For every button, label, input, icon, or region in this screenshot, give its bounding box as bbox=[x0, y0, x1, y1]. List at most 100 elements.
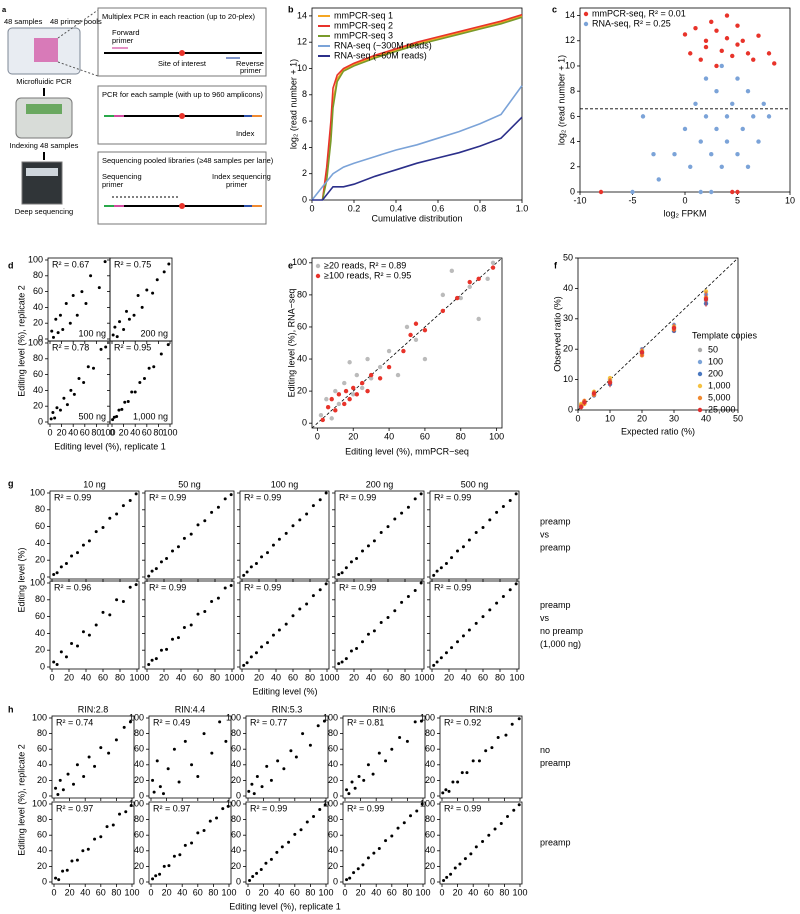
point bbox=[64, 301, 68, 305]
column-title: 50 ng bbox=[178, 479, 201, 489]
point bbox=[224, 739, 228, 743]
y-tick-label: 40 bbox=[37, 759, 47, 769]
diagram-text: Reverse bbox=[236, 59, 264, 68]
point bbox=[75, 763, 79, 767]
point bbox=[118, 320, 122, 324]
point bbox=[465, 771, 469, 775]
point bbox=[724, 139, 730, 144]
diagram-text: Index bbox=[236, 129, 255, 138]
legend-label: 1,000 bbox=[708, 380, 731, 390]
legend-swatch bbox=[697, 347, 703, 353]
point bbox=[223, 586, 227, 590]
point bbox=[159, 648, 163, 652]
point bbox=[714, 126, 719, 132]
annotation: R² = 0.99 bbox=[434, 582, 471, 592]
annotation: R² = 0.75 bbox=[114, 259, 151, 269]
y-tick-label: 60 bbox=[231, 830, 241, 840]
x-tick-label: 0.6 bbox=[432, 203, 445, 213]
y-tick-label: 0 bbox=[430, 876, 435, 886]
y-tick-label: 100 bbox=[28, 337, 43, 347]
x-tick-label: 60 bbox=[193, 887, 203, 897]
point bbox=[444, 562, 448, 566]
point bbox=[682, 126, 688, 132]
point bbox=[62, 396, 66, 400]
point bbox=[495, 510, 499, 514]
point bbox=[481, 615, 485, 619]
y-tick-label: 40 bbox=[297, 353, 307, 363]
point bbox=[379, 530, 383, 534]
point bbox=[517, 803, 521, 807]
point bbox=[115, 512, 119, 516]
point bbox=[730, 189, 735, 195]
point bbox=[245, 570, 249, 574]
point bbox=[400, 600, 404, 604]
point bbox=[487, 833, 491, 837]
point bbox=[347, 396, 352, 402]
plot-frame bbox=[311, 7, 523, 201]
point bbox=[322, 719, 326, 723]
point bbox=[104, 345, 108, 349]
plot-frame bbox=[51, 715, 135, 799]
annotation: R² = 0.99 bbox=[244, 582, 281, 592]
point bbox=[488, 518, 492, 522]
point bbox=[469, 852, 473, 856]
point bbox=[51, 335, 55, 339]
point bbox=[226, 804, 230, 808]
y-tick-label: 80 bbox=[134, 728, 144, 738]
y-tick-label: 2 bbox=[302, 168, 307, 178]
point bbox=[651, 151, 656, 157]
y-tick-label: 60 bbox=[328, 744, 338, 754]
x-tick-label: 10 bbox=[605, 413, 615, 423]
x-tick-label: 60 bbox=[142, 427, 152, 437]
y-tick-label: 20 bbox=[425, 775, 435, 785]
plot-frame bbox=[144, 580, 235, 670]
x-tick-label: 100 bbox=[319, 672, 334, 682]
point bbox=[463, 857, 467, 861]
x-tick-label: 100 bbox=[512, 887, 527, 897]
y-tick-label: 50 bbox=[563, 252, 573, 262]
point bbox=[166, 343, 170, 347]
point bbox=[210, 510, 214, 514]
x-tick-label: 80 bbox=[91, 427, 101, 437]
y-tick-label: 0 bbox=[139, 876, 144, 886]
point bbox=[103, 260, 107, 264]
row-label: preamp bbox=[540, 758, 571, 768]
x-axis-label: Editing level (%), replicate 1 bbox=[54, 441, 166, 451]
point bbox=[196, 831, 200, 835]
point bbox=[72, 782, 75, 786]
point bbox=[419, 492, 423, 496]
point bbox=[329, 396, 334, 402]
column-title: RIN:5.3 bbox=[272, 704, 303, 714]
x-tick-label: 80 bbox=[111, 887, 121, 897]
point bbox=[709, 151, 714, 157]
point bbox=[53, 416, 57, 420]
legend-label: mmPCR-seq 3 bbox=[334, 30, 393, 40]
point bbox=[176, 545, 180, 549]
row-label: preamp bbox=[540, 516, 571, 526]
diagram-text: 48 primer pools bbox=[50, 17, 102, 26]
point bbox=[271, 543, 275, 547]
point bbox=[413, 337, 419, 342]
point bbox=[151, 778, 155, 782]
point bbox=[402, 821, 406, 825]
x-tick-label: 100 bbox=[124, 887, 139, 897]
x-tick-label: 40 bbox=[177, 887, 187, 897]
point bbox=[719, 63, 724, 69]
point bbox=[64, 655, 68, 659]
point bbox=[413, 589, 417, 593]
x-tick-label: 100 bbox=[489, 431, 504, 441]
x-tick-label: 60 bbox=[484, 887, 494, 897]
y-tick-label: 60 bbox=[297, 321, 307, 331]
point bbox=[70, 641, 74, 645]
point bbox=[86, 365, 90, 369]
panel-note: 500 ng bbox=[78, 411, 106, 421]
point bbox=[324, 582, 328, 586]
y-axis-label: Editing level (%), RNA−seq bbox=[286, 289, 296, 398]
y-tick-label: 100 bbox=[32, 712, 47, 722]
point bbox=[133, 390, 137, 394]
x-tick-label: 20 bbox=[254, 672, 264, 682]
panel-label: e bbox=[288, 260, 293, 270]
point bbox=[772, 61, 777, 66]
y-tick-label: 20 bbox=[33, 401, 43, 411]
y-tick-label: 100 bbox=[129, 712, 144, 722]
